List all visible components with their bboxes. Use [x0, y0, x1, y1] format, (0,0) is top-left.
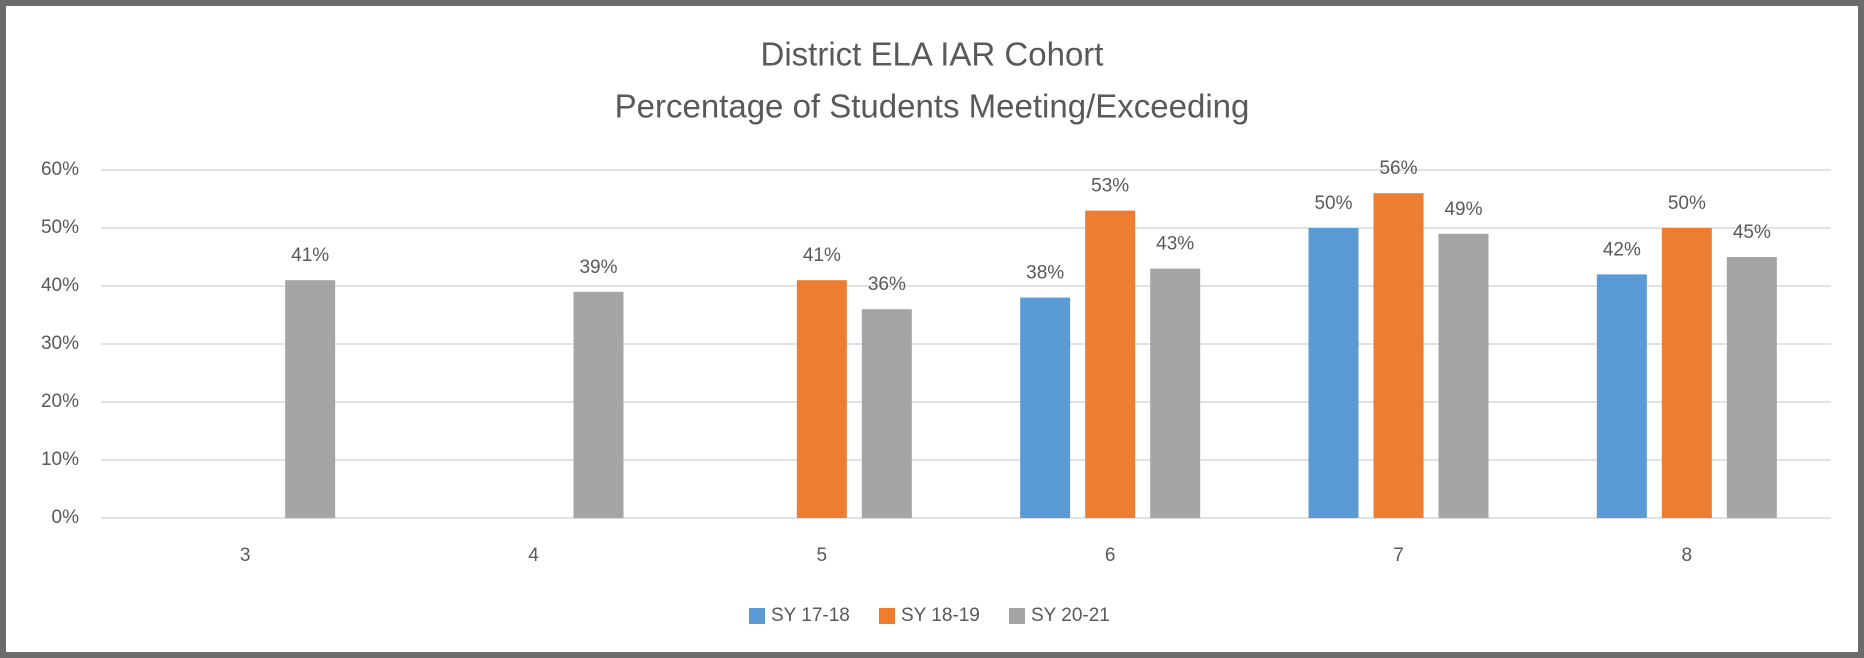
data-label: 49%	[1444, 199, 1482, 220]
data-label: 53%	[1091, 176, 1129, 197]
data-label: 43%	[1156, 234, 1194, 255]
data-label: 41%	[803, 245, 841, 266]
data-label: 42%	[1603, 239, 1641, 260]
y-tick-label: 60%	[41, 159, 79, 180]
chart-title: District ELA IAR Cohort	[761, 36, 1104, 73]
data-label: 50%	[1314, 193, 1352, 214]
bar	[1020, 297, 1071, 518]
data-label: 41%	[291, 245, 329, 266]
legend-label: SY 20-21	[1031, 605, 1110, 626]
legend-swatch	[749, 608, 765, 624]
bar	[1373, 193, 1424, 518]
bar	[1596, 274, 1647, 518]
bar	[1150, 268, 1201, 518]
x-tick-label: 6	[1105, 545, 1116, 566]
bar	[861, 309, 912, 518]
bar	[1661, 228, 1712, 518]
bar	[573, 291, 624, 518]
y-tick-label: 50%	[41, 217, 79, 238]
bar	[796, 280, 847, 518]
y-tick-label: 0%	[52, 507, 80, 528]
legend-label: SY 17-18	[771, 605, 850, 626]
y-tick-label: 30%	[41, 333, 79, 354]
x-tick-label: 5	[817, 545, 828, 566]
chart-subtitle: Percentage of Students Meeting/Exceeding	[615, 88, 1250, 125]
y-tick-label: 40%	[41, 275, 79, 296]
bar	[1085, 210, 1136, 518]
x-tick-label: 4	[528, 545, 539, 566]
y-tick-label: 20%	[41, 391, 79, 412]
y-tick-label: 10%	[41, 449, 79, 470]
data-label: 38%	[1026, 263, 1064, 284]
data-label: 39%	[579, 257, 617, 278]
legend-swatch	[879, 608, 895, 624]
bar	[1308, 228, 1359, 518]
data-label: 50%	[1668, 193, 1706, 214]
data-label: 36%	[868, 274, 906, 295]
legend-swatch	[1009, 608, 1025, 624]
data-label: 56%	[1379, 158, 1417, 179]
bar	[1438, 233, 1489, 519]
legend-label: SY 18-19	[901, 605, 980, 626]
bar	[285, 280, 336, 518]
x-tick-label: 7	[1393, 545, 1404, 566]
data-label: 45%	[1733, 222, 1771, 243]
bar	[1726, 257, 1777, 518]
x-tick-label: 3	[240, 545, 251, 566]
x-tick-label: 8	[1682, 545, 1693, 566]
